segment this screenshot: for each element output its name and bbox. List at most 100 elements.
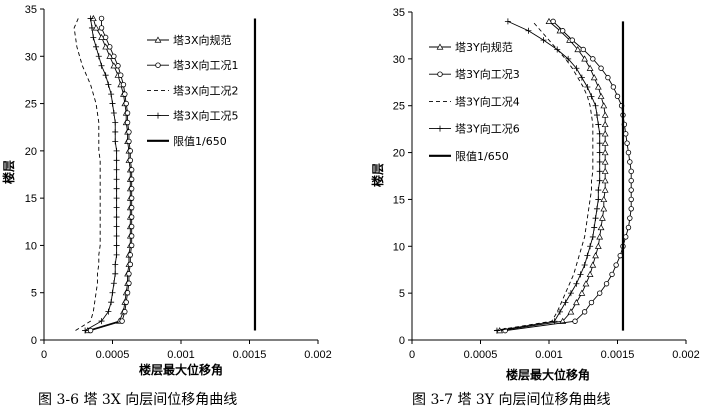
data-point bbox=[128, 223, 135, 230]
data-point bbox=[554, 46, 561, 53]
data-point bbox=[594, 242, 602, 249]
y-tick-label: 20 bbox=[25, 146, 37, 158]
data-point bbox=[113, 176, 120, 183]
data-point bbox=[105, 81, 112, 88]
y-axis-title: 楼层 bbox=[370, 163, 385, 187]
y-tick-label: 5 bbox=[399, 288, 405, 300]
data-point bbox=[573, 280, 580, 287]
series-2 bbox=[87, 15, 135, 334]
data-point bbox=[578, 74, 585, 81]
data-point bbox=[628, 168, 634, 175]
data-point bbox=[573, 298, 580, 306]
data-point bbox=[112, 270, 119, 277]
data-point bbox=[110, 62, 118, 69]
data-point bbox=[127, 252, 134, 258]
data-point bbox=[591, 224, 598, 231]
y-tick-label: 0 bbox=[399, 335, 405, 347]
data-point bbox=[600, 102, 608, 109]
data-point bbox=[593, 205, 600, 212]
data-point bbox=[126, 271, 132, 277]
series-line bbox=[90, 18, 133, 331]
series-3 bbox=[494, 21, 594, 332]
data-point bbox=[113, 223, 120, 230]
data-point bbox=[590, 56, 596, 62]
data-point bbox=[87, 327, 94, 334]
data-point bbox=[98, 25, 105, 31]
data-point bbox=[582, 280, 590, 287]
data-point bbox=[126, 129, 132, 135]
data-point bbox=[119, 318, 125, 324]
data-point bbox=[609, 271, 615, 278]
data-point bbox=[589, 233, 596, 240]
data-point bbox=[113, 166, 120, 173]
legend-marker bbox=[155, 62, 161, 68]
data-point bbox=[556, 308, 563, 315]
data-point bbox=[559, 317, 567, 324]
data-point bbox=[573, 65, 580, 72]
data-point bbox=[600, 205, 608, 212]
data-point bbox=[128, 176, 135, 182]
legend-item: 塔3X向规范 bbox=[147, 33, 232, 47]
series-1 bbox=[84, 14, 134, 334]
data-point bbox=[599, 214, 606, 221]
data-point bbox=[122, 91, 128, 97]
data-point bbox=[128, 167, 135, 173]
legend-label: 塔3Y向工况6 bbox=[455, 122, 520, 136]
data-point bbox=[581, 262, 588, 269]
data-point bbox=[617, 252, 623, 259]
series-line bbox=[494, 21, 594, 332]
data-point bbox=[525, 27, 532, 34]
chart-tower3-x: 0 5 10 15 20 25 30 35 0 0.0005 0.001 0.0015 0.002 楼层最… bbox=[1, 4, 332, 408]
x-tick-label: 0.0005 bbox=[464, 349, 498, 361]
data-point bbox=[128, 195, 135, 201]
data-point bbox=[596, 149, 603, 156]
y-tick-label: 30 bbox=[25, 51, 37, 63]
data-point bbox=[110, 280, 117, 287]
data-point bbox=[124, 110, 131, 116]
legend-item: 塔3Y向工况3 bbox=[429, 67, 520, 81]
data-point bbox=[592, 102, 599, 109]
data-point bbox=[627, 159, 633, 165]
data-point bbox=[601, 120, 609, 128]
data-point bbox=[610, 84, 617, 90]
data-point bbox=[597, 224, 605, 231]
data-point bbox=[128, 233, 135, 239]
data-point bbox=[122, 308, 128, 315]
data-point bbox=[113, 204, 120, 211]
series-line bbox=[84, 18, 118, 331]
y-tick-label: 25 bbox=[393, 101, 405, 113]
data-point bbox=[106, 52, 114, 59]
y-tick-label: 25 bbox=[25, 99, 37, 111]
data-point bbox=[113, 232, 120, 239]
data-point bbox=[597, 92, 605, 99]
data-point bbox=[623, 234, 629, 240]
data-point bbox=[601, 139, 609, 146]
y-tick-label: 15 bbox=[393, 194, 405, 206]
data-point bbox=[613, 262, 619, 268]
data-point bbox=[603, 281, 610, 287]
data-point bbox=[605, 74, 611, 81]
data-point bbox=[627, 215, 633, 221]
data-point bbox=[567, 290, 574, 297]
data-point bbox=[581, 309, 588, 315]
data-point bbox=[578, 289, 586, 296]
data-point bbox=[127, 148, 134, 154]
data-point bbox=[123, 100, 129, 107]
data-point bbox=[93, 43, 100, 50]
x-tick-label: 0 bbox=[409, 349, 415, 361]
y-tick-label: 0 bbox=[31, 335, 37, 347]
data-point bbox=[601, 130, 609, 137]
x-tick-label: 0.001 bbox=[167, 349, 195, 361]
y-tick-label: 20 bbox=[393, 148, 405, 160]
legend-item: 塔3Y向工况6 bbox=[429, 122, 520, 136]
data-point bbox=[113, 242, 120, 249]
legend-label: 限值1/650 bbox=[455, 150, 509, 163]
legend-item: 塔3X向工况5 bbox=[147, 109, 239, 123]
legend-item: 限值1/650 bbox=[147, 135, 227, 148]
data-point bbox=[98, 318, 105, 325]
data-point bbox=[581, 55, 589, 62]
legend-marker bbox=[437, 71, 443, 77]
data-point bbox=[595, 121, 602, 128]
data-point bbox=[102, 34, 109, 41]
